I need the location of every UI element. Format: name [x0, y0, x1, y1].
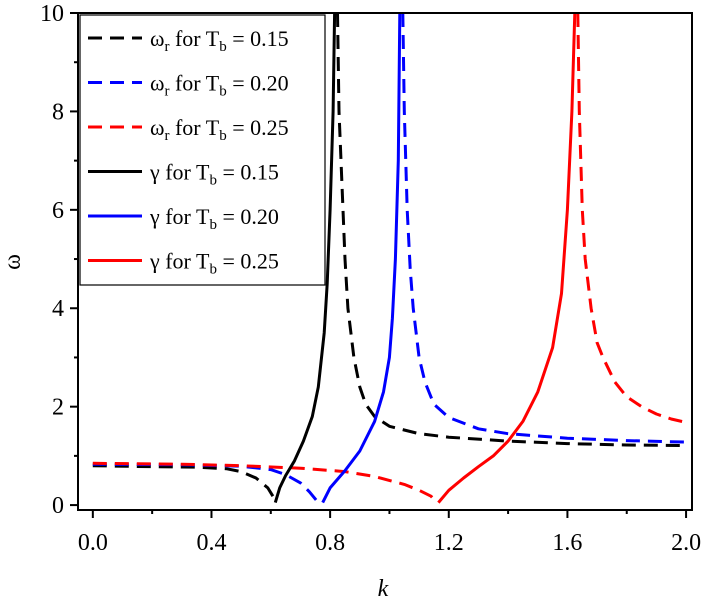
- x-tick-label: 0.0: [78, 530, 108, 556]
- y-tick-label: 0: [52, 493, 64, 519]
- legend-box: [79, 14, 326, 286]
- x-axis-label: k: [378, 576, 389, 602]
- legend: ωr for Tb = 0.15 ωr for Tb = 0.20 ωr for T…: [79, 14, 326, 286]
- ticks-layer: 0.0 0.4 0.8 1.2 1.6 2.0 0 2 4 6 8 10: [40, 1, 701, 556]
- series-line-3-segment-0: [273, 13, 337, 504]
- x-tick-label: 0.4: [196, 530, 226, 556]
- series-line-1-segment-0: [92, 462, 320, 504]
- y-tick-label: 2: [52, 395, 64, 421]
- x-tick-label: 0.8: [315, 530, 345, 556]
- x-tick-label: 2.0: [671, 530, 701, 556]
- y-tick-label: 10: [40, 1, 64, 27]
- legend-entry-1: ωr for Tb = 0.20: [150, 71, 289, 100]
- x-tick-label: 1.2: [434, 530, 464, 556]
- series-layer: [92, 13, 687, 504]
- legend-entry-2: ωr for Tb = 0.25: [150, 115, 289, 144]
- y-tick-label: 8: [52, 99, 64, 125]
- series-line-2-segment-0: [92, 461, 439, 504]
- y-axis-label: ω: [0, 254, 26, 270]
- series-line-1-segment-1: [401, 13, 687, 444]
- series-line-5-segment-0: [437, 13, 577, 504]
- series-line-0-segment-0: [92, 464, 276, 499]
- plot-frame: [77, 12, 693, 511]
- series-line-0-segment-1: [336, 13, 687, 447]
- legend-entry-0: ωr for Tb = 0.15: [150, 26, 289, 55]
- legend-entry-5: γ for Tb = 0.25: [149, 249, 279, 278]
- x-tick-label: 1.6: [552, 530, 582, 556]
- legend-entry-3: γ for Tb = 0.15: [149, 160, 279, 189]
- legend-entry-4: γ for Tb = 0.20: [149, 204, 279, 233]
- y-tick-label: 6: [52, 198, 64, 224]
- series-line-4-segment-0: [321, 13, 402, 504]
- y-tick-label: 4: [52, 296, 64, 322]
- series-line-2-segment-1: [576, 13, 687, 424]
